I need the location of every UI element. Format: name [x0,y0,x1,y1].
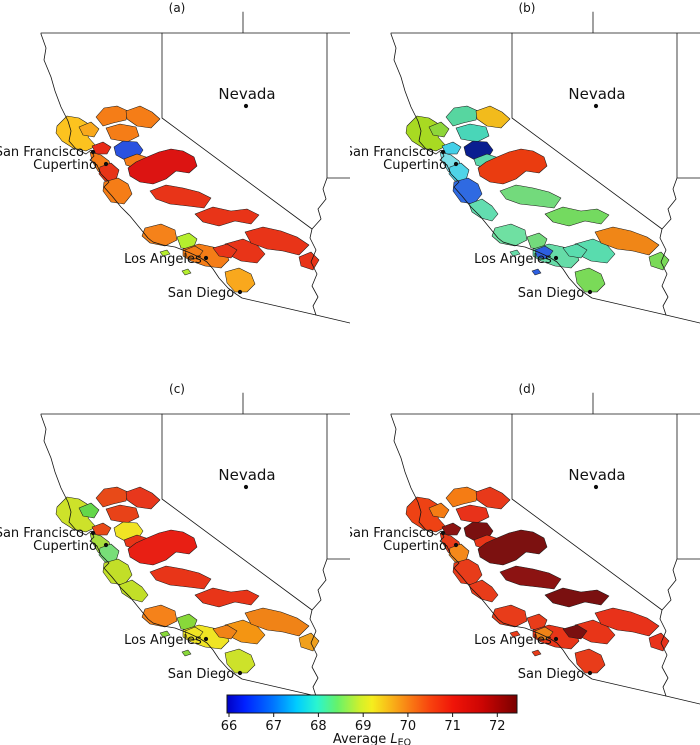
map-region-river-edge [298,251,320,271]
map-region-sacramento [105,123,140,143]
panel-label-a: (a) [169,1,186,15]
map-region-sacramento [455,504,490,524]
panel-label-b: (b) [519,1,536,15]
colorbar-axis-label: Average LEQ [333,732,411,745]
colorbar-label-subscript: EQ [398,738,411,745]
map-region-sacramento [455,123,490,143]
panel-b: (b) [350,1,700,324]
colorbar-label-prefix: Average [333,732,391,745]
panel-a: (a) [0,1,350,324]
map-region-valley-south [499,565,562,590]
map-region-slo [118,579,149,603]
map-region-valley-north [445,105,479,127]
map-region-mojave [544,587,610,608]
colorbar-tick-71: 71 [444,719,461,734]
map-region-mojave [194,587,260,608]
map-region-valley-south [149,184,212,209]
map-region-slo [468,579,499,603]
map-region-island-catalina [181,649,192,657]
colorbar-tick-67: 67 [265,719,282,734]
map-region-island-catalina [181,268,192,276]
colorbar-tick-66: 66 [221,719,238,734]
colorbar: 66 67 68 69 70 71 72 Average LEQ [221,694,518,745]
map-region-yuba [125,105,161,129]
map-region-valley-south [499,184,562,209]
map-region-ventura [491,223,528,247]
map-region-valley-north [445,486,479,508]
map-region-ventura [491,604,528,628]
map-region-valley-north [95,486,129,508]
colorbar-tick-69: 69 [355,719,372,734]
colorbar-label-symbol: L [390,732,397,745]
map-region-valley-south [149,565,212,590]
map-region-slo [468,198,499,222]
colorbar-tick-68: 68 [310,719,327,734]
colorbar-gradient-bar [226,694,518,714]
panel-d: (d) [350,382,700,705]
map-region-mojave [544,206,610,227]
panel-label-c: (c) [169,382,185,396]
panel-label-d: (d) [519,382,536,396]
map-region-yuba [475,105,511,129]
map-region-island-catalina [531,649,542,657]
colorbar-tick-70: 70 [400,719,417,734]
map-region-river-edge [298,632,320,652]
map-region-river-edge [648,251,670,271]
map-region-ventura [141,223,178,247]
map-region-mojave [194,206,260,227]
map-region-island-catalina [531,268,542,276]
panel-c: (c) [0,382,350,705]
map-region-yuba [125,486,161,510]
map-region-ventura [141,604,178,628]
map-region-yuba [475,486,511,510]
colorbar-tick-72: 72 [489,719,506,734]
map-region-river-edge [648,632,670,652]
colorbar-tick-marks [228,713,498,717]
map-region-sacramento [105,504,140,524]
map-region-valley-north [95,105,129,127]
